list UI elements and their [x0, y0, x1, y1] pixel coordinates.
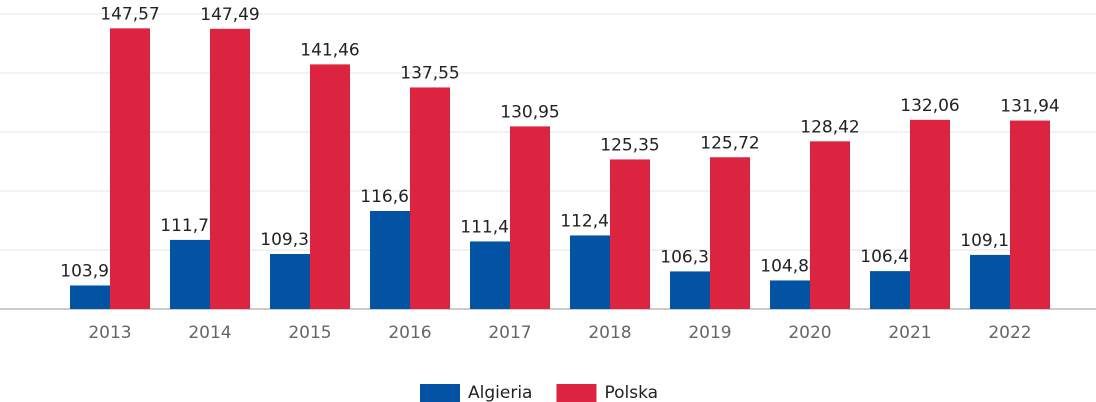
value-label: 125,35 — [600, 135, 659, 155]
x-tick-label: 2021 — [888, 323, 931, 343]
bar — [410, 87, 450, 309]
value-label: 104,84 — [760, 256, 819, 276]
bar — [270, 254, 310, 309]
bar — [570, 235, 610, 309]
bar — [1010, 120, 1050, 309]
bar — [110, 28, 150, 309]
x-tick-label: 2020 — [788, 323, 831, 343]
value-label: 132,06 — [900, 96, 959, 116]
x-tick-label: 2016 — [388, 323, 431, 343]
value-label: 130,95 — [500, 102, 559, 122]
legend-label: Polska — [604, 383, 658, 402]
value-label: 111,45 — [460, 217, 519, 237]
value-label: 106,37 — [660, 247, 719, 267]
bar — [170, 239, 210, 309]
value-label: 111,71 — [160, 216, 219, 236]
x-tick-label: 2015 — [288, 323, 331, 343]
legend-swatch — [420, 384, 460, 402]
value-label: 141,46 — [300, 40, 359, 60]
value-label: 125,72 — [700, 133, 759, 153]
x-tick-label: 2018 — [588, 323, 631, 343]
x-tick-label: 2022 — [988, 323, 1031, 343]
bar — [210, 28, 250, 310]
bar — [370, 211, 410, 309]
value-label: 137,55 — [400, 63, 459, 83]
value-label: 103,99 — [60, 261, 119, 281]
bar — [970, 254, 1010, 309]
value-label: 131,94 — [1000, 97, 1059, 117]
legend-swatch — [556, 384, 597, 402]
bar — [670, 271, 710, 309]
x-tick-label: 2013 — [88, 323, 131, 343]
bar — [610, 159, 650, 309]
value-label: 147,57 — [100, 4, 159, 24]
legend-label: Algieria — [468, 383, 532, 402]
x-tick-label: 2014 — [188, 323, 231, 343]
x-tick-label: 2019 — [688, 323, 731, 343]
bar — [870, 271, 910, 309]
x-tick-label: 2017 — [488, 323, 531, 343]
value-label: 116,61 — [360, 187, 419, 207]
bar — [510, 126, 550, 310]
bar — [310, 64, 350, 309]
value-label: 106,42 — [860, 247, 919, 267]
value-label: 112,47 — [560, 211, 619, 231]
bar — [70, 285, 110, 309]
value-label: 109,17 — [960, 231, 1019, 251]
value-label: 109,32 — [260, 230, 319, 250]
bar — [810, 141, 850, 309]
bar — [910, 119, 950, 309]
bar — [470, 241, 510, 309]
bar — [710, 157, 750, 309]
value-label: 147,49 — [200, 5, 259, 25]
bar — [770, 280, 810, 309]
value-label: 128,42 — [800, 117, 859, 137]
